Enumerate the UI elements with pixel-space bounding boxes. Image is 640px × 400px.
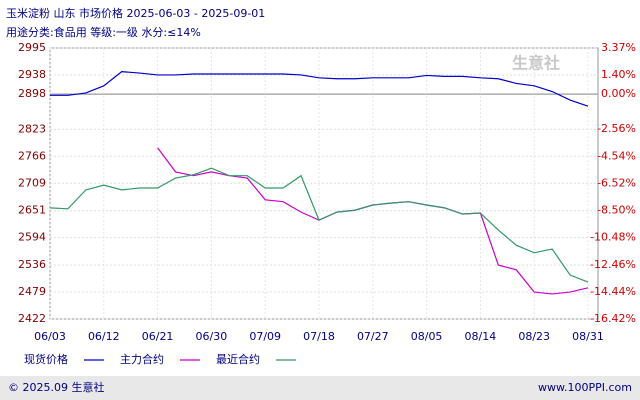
y-tick-label: 2938 bbox=[18, 68, 46, 81]
chart-title: 玉米淀粉 山东 市场价格 2025-06-03 - 2025-09-01 bbox=[6, 6, 265, 20]
legend-label: 主力合约 bbox=[120, 352, 164, 366]
series-line bbox=[50, 71, 589, 107]
y-tick-label: 2422 bbox=[18, 312, 46, 325]
legend-label: 最近合约 bbox=[216, 352, 260, 366]
x-tick-label: 07/27 bbox=[357, 330, 389, 343]
y2-tick-label: -4.54% bbox=[597, 149, 636, 162]
y2-tick-label: -2.56% bbox=[597, 122, 636, 135]
y2-tick-label: -6.52% bbox=[597, 176, 636, 189]
x-tick-label: 08/05 bbox=[411, 330, 443, 343]
y2-tick-label: 3.37% bbox=[601, 41, 636, 54]
y-tick-label: 2823 bbox=[18, 122, 46, 135]
y2-tick-label: -14.44% bbox=[590, 285, 636, 298]
y2-tick-label: 1.40% bbox=[601, 68, 636, 81]
x-tick-label: 06/03 bbox=[34, 330, 66, 343]
y-tick-label: 2898 bbox=[18, 87, 46, 100]
x-tick-label: 06/30 bbox=[196, 330, 228, 343]
y-tick-label: 2479 bbox=[18, 285, 46, 298]
y2-tick-label: -10.48% bbox=[590, 231, 636, 244]
y-tick-label: 2651 bbox=[18, 204, 46, 217]
y-tick-label: 2594 bbox=[18, 231, 46, 244]
footer-bar bbox=[0, 376, 640, 400]
watermark: 生意社 bbox=[512, 54, 560, 73]
y2-tick-label: -12.46% bbox=[590, 258, 636, 271]
y-tick-label: 2995 bbox=[18, 41, 46, 54]
x-tick-label: 06/21 bbox=[142, 330, 174, 343]
y2-tick-label: 0.00% bbox=[601, 87, 636, 100]
y2-tick-label: -8.50% bbox=[597, 204, 636, 217]
x-tick-label: 07/09 bbox=[249, 330, 281, 343]
legend-label: 现货价格 bbox=[24, 352, 68, 366]
chart-subtitle: 用途分类:食品用 等级:一级 水分:≤14% bbox=[6, 25, 201, 39]
series-line bbox=[49, 167, 589, 283]
x-tick-label: 08/14 bbox=[465, 330, 497, 343]
y2-tick-label: -16.42% bbox=[590, 312, 636, 325]
y-tick-label: 2766 bbox=[18, 149, 46, 162]
footer-site: www.100PPI.com bbox=[538, 381, 632, 394]
x-tick-label: 08/23 bbox=[518, 330, 550, 343]
x-tick-label: 06/12 bbox=[88, 330, 120, 343]
footer-copyright: © 2025.09 生意社 bbox=[8, 380, 104, 394]
x-tick-label: 08/31 bbox=[572, 330, 604, 343]
y-tick-label: 2709 bbox=[18, 176, 46, 189]
y-tick-label: 2536 bbox=[18, 258, 46, 271]
x-tick-label: 07/18 bbox=[303, 330, 335, 343]
